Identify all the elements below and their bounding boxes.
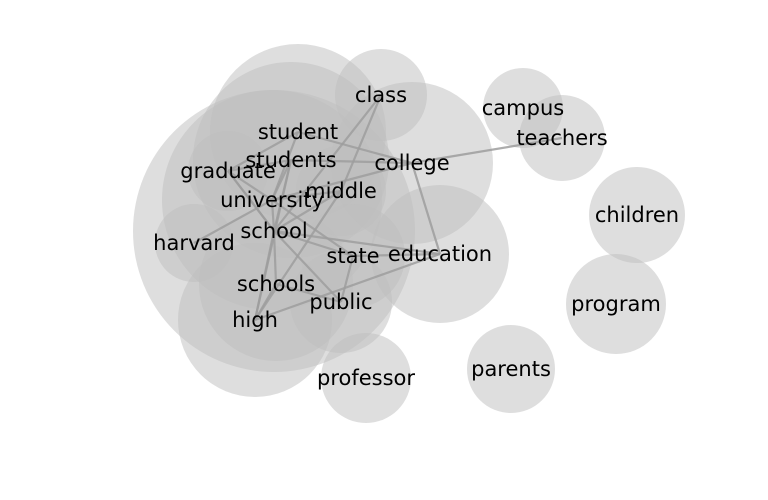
- node-professor-label: professor: [317, 366, 415, 390]
- edge-middle-high: [254, 190, 342, 321]
- node-university-label: university: [220, 188, 324, 212]
- node-children-label: children: [595, 203, 679, 227]
- node-students-label: students: [245, 148, 336, 172]
- edge-college-education: [410, 162, 442, 255]
- node-school-label: school: [240, 219, 307, 243]
- node-student-label: student: [258, 120, 338, 144]
- node-children-circle: [589, 167, 685, 263]
- node-parents-label: parents: [471, 357, 551, 381]
- node-state-label: state: [326, 244, 379, 268]
- edge-public-state: [339, 255, 355, 303]
- node-harvard-label: harvard: [153, 231, 235, 255]
- edge-school-state: [273, 229, 354, 258]
- edge-university-harvard: [193, 199, 273, 244]
- edge-university-students: [271, 159, 292, 201]
- edge-students-high: [253, 159, 293, 321]
- edges: [193, 94, 563, 322]
- node-program-label: program: [571, 292, 661, 316]
- edge-education-high: [254, 252, 441, 322]
- edge-public-schools: [275, 282, 342, 304]
- edge-university-state: [271, 199, 354, 257]
- edge-college-teachers: [411, 136, 563, 165]
- node-campus-circle: [483, 68, 563, 148]
- edge-university-college: [271, 161, 413, 202]
- node-parents-circle: [467, 325, 555, 413]
- node-labels: class campus teachers student college student…: [153, 83, 679, 390]
- edge-student-college: [297, 130, 413, 165]
- edge-class-middle: [339, 94, 383, 192]
- edge-class-school: [273, 94, 382, 232]
- node-teachers-label: teachers: [516, 126, 607, 150]
- node-high-label: high: [232, 308, 278, 332]
- edge-university-middle: [271, 189, 342, 202]
- edge-students-graduate: [227, 158, 292, 173]
- node-class-label: class: [355, 83, 407, 107]
- edge-students-college: [290, 158, 413, 165]
- node-campus-label: campus: [482, 96, 564, 120]
- edge-graduate-school: [227, 170, 275, 232]
- node-college-label: college: [374, 151, 449, 175]
- edge-school-education: [273, 229, 441, 256]
- edge-school-schools: [272, 230, 278, 285]
- node-education-label: education: [388, 242, 492, 266]
- edge-education-state: [352, 252, 441, 258]
- node-program-circle: [566, 254, 666, 354]
- node-professor-circle: [321, 333, 411, 423]
- edge-student-graduate: [227, 131, 299, 172]
- node-public-label: public: [309, 290, 372, 314]
- edge-school-public: [273, 230, 342, 303]
- edge-university-school: [270, 199, 276, 232]
- edge-university-graduate: [227, 170, 273, 201]
- node-graduate-label: graduate: [180, 159, 276, 183]
- node-schools-label: schools: [237, 272, 315, 296]
- edge-school-middle: [273, 190, 342, 232]
- node-middle-label: middle: [305, 179, 377, 203]
